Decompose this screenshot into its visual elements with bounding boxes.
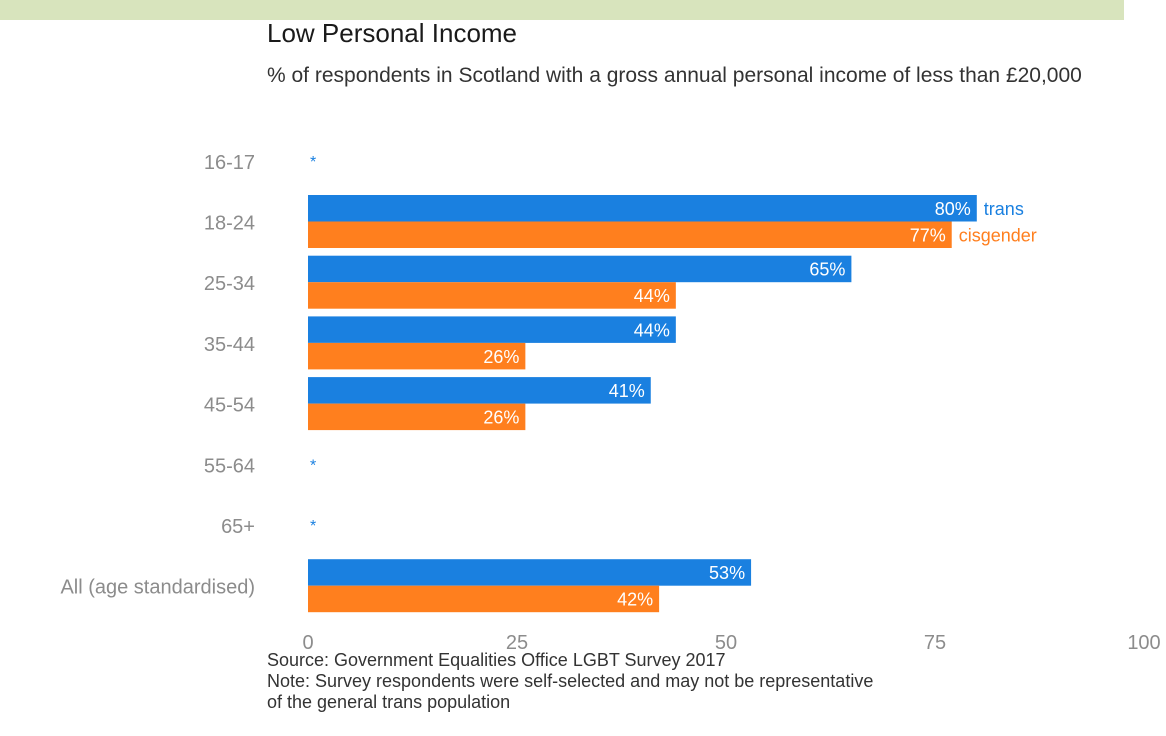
series-label-trans: trans — [984, 199, 1024, 219]
category-label: All (age standardised) — [60, 577, 255, 599]
note-line-2: of the general trans population — [267, 692, 511, 712]
source-text: Source: Government Equalities Office LGB… — [267, 650, 726, 670]
chart-title: Low Personal Income — [267, 18, 518, 48]
chart-footnote: Source: Government Equalities Office LGB… — [267, 650, 1147, 713]
data-label-trans: 44% — [634, 320, 670, 340]
bar-trans — [308, 377, 651, 404]
missing-data-marker: * — [310, 518, 316, 535]
series-label-cisgender: cisgender — [959, 226, 1037, 246]
x-tick-label: 25 — [506, 632, 528, 650]
bar-cisgender — [308, 282, 676, 309]
data-label-trans: 65% — [809, 260, 845, 280]
category-label: 65+ — [221, 516, 255, 538]
category-label: 18-24 — [204, 213, 255, 235]
header-band — [0, 0, 1124, 20]
category-label: 45-54 — [204, 395, 255, 417]
data-label-cisgender: 26% — [483, 347, 519, 367]
data-label-cisgender: 42% — [617, 590, 653, 610]
missing-data-marker: * — [310, 154, 316, 171]
x-tick-label: 75 — [924, 632, 946, 650]
note-line-1: Note: Survey respondents were self-selec… — [267, 671, 874, 691]
category-label: 35-44 — [204, 334, 255, 356]
bar-cisgender — [308, 342, 526, 370]
category-label: 55-64 — [204, 455, 255, 477]
chart-subtitle: % of respondents in Scotland with a gros… — [267, 64, 1082, 87]
category-label: 16-17 — [204, 152, 255, 174]
data-label-cisgender: 26% — [483, 408, 519, 428]
bar-cisgender — [308, 221, 952, 248]
bar-cisgender — [308, 403, 526, 431]
data-label-cisgender: 77% — [910, 226, 946, 246]
x-tick-label: 50 — [715, 632, 737, 650]
x-tick-label: 100 — [1127, 632, 1160, 650]
data-label-trans: 41% — [609, 381, 645, 401]
bar-trans — [308, 255, 852, 283]
missing-data-marker: * — [310, 457, 316, 474]
bar-chart: 16-17 * 18-24 80% 77% 25-34 65% 44% 35-44 44% 26% 4… — [60, 152, 1160, 650]
x-tick-label: 0 — [302, 632, 313, 650]
bar-trans — [308, 316, 676, 343]
category-label: 25-34 — [204, 273, 255, 295]
bar-trans — [308, 559, 752, 586]
data-label-cisgender: 44% — [634, 286, 670, 306]
data-label-trans: 80% — [935, 199, 971, 219]
bar-cisgender — [308, 585, 660, 613]
data-label-trans: 53% — [709, 563, 745, 583]
bar-trans — [308, 195, 977, 222]
